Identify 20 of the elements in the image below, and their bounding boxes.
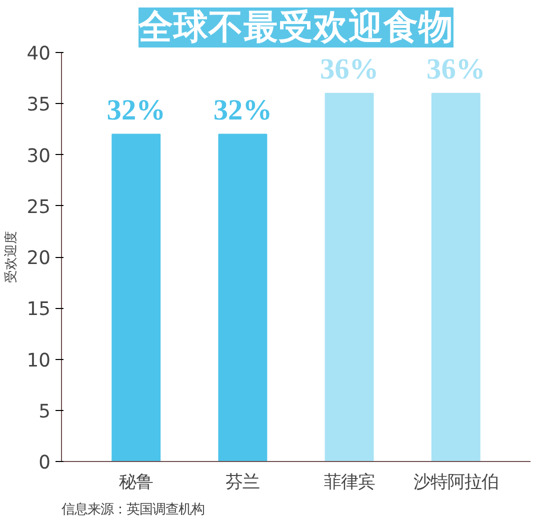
y-tick-label: 10 <box>26 350 51 372</box>
text: 信息来源：英国调查机构 <box>62 502 204 518</box>
y-axis-title: 受欢迎度 <box>2 231 19 283</box>
x-tick-label: 沙特阿拉伯 <box>413 472 498 492</box>
x-tick-label: 菲律宾 <box>324 472 375 492</box>
x-tick-label: 秘鲁 <box>119 472 154 492</box>
y-tick-label: 30 <box>26 146 51 167</box>
x-tick-label: 芬兰 <box>226 472 260 492</box>
data-label: 32% <box>213 94 272 126</box>
data-label: 36% <box>320 53 379 86</box>
y-tick-label: 0 <box>38 452 51 474</box>
y-tick-label: 15 <box>26 299 51 320</box>
y-tick-label: 35 <box>26 94 51 116</box>
y-tick-label: 40 <box>26 44 51 64</box>
data-label: 32% <box>106 94 166 126</box>
data-label: 36% <box>426 53 486 86</box>
y-tick-label: 25 <box>26 196 51 218</box>
chart-title: 全球不最受欢迎食物 <box>138 8 454 48</box>
y-tick-label: 20 <box>26 248 51 269</box>
y-tick-label: 5 <box>38 401 51 422</box>
